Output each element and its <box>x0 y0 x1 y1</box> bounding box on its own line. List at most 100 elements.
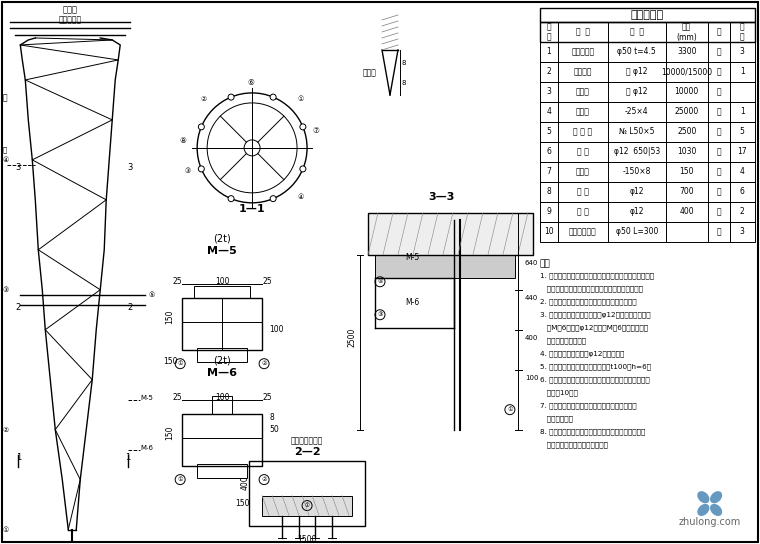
Text: φ50 L=300: φ50 L=300 <box>616 227 658 236</box>
Bar <box>540 102 755 122</box>
Text: 6: 6 <box>546 147 551 156</box>
Text: 套 筒: 套 筒 <box>577 187 589 196</box>
Circle shape <box>228 196 234 202</box>
Text: 8. 图中钢板各装面大约，台用覆对各折板结合土里，: 8. 图中钢板各装面大约，台用覆对各折板结合土里， <box>540 429 645 435</box>
Text: 4: 4 <box>739 168 745 176</box>
Text: 1: 1 <box>739 107 745 116</box>
Text: 注：: 注： <box>540 260 550 269</box>
Circle shape <box>270 94 276 100</box>
Bar <box>540 82 755 102</box>
Text: 100: 100 <box>269 325 283 333</box>
Text: 1500: 1500 <box>297 535 317 543</box>
Text: ④: ④ <box>377 279 383 285</box>
Text: 3. 钢柱上部与环绕覆管之间配φ12钢筋，钢柱下端与: 3. 钢柱上部与环绕覆管之间配φ12钢筋，钢柱下端与 <box>540 312 651 318</box>
Text: (2t): (2t) <box>214 234 231 244</box>
Text: 25: 25 <box>173 277 182 286</box>
Text: φ12  650|53: φ12 650|53 <box>613 147 660 156</box>
Text: 50: 50 <box>269 425 279 434</box>
Ellipse shape <box>697 491 709 503</box>
Bar <box>182 413 262 466</box>
Bar <box>249 461 365 526</box>
Text: M-5: M-5 <box>140 394 153 401</box>
Text: 钢板连联处。: 钢板连联处。 <box>540 416 573 422</box>
Text: 400: 400 <box>241 475 249 490</box>
Bar <box>540 42 755 62</box>
Text: M—6: M—6 <box>207 368 237 378</box>
Text: 10: 10 <box>544 227 554 236</box>
Text: 套: 套 <box>717 168 721 176</box>
Text: 套: 套 <box>717 107 721 116</box>
Text: 3—3: 3—3 <box>429 192 455 202</box>
Text: 10000: 10000 <box>675 88 699 96</box>
Text: 10000/15000: 10000/15000 <box>661 67 712 77</box>
Text: 单 φ12: 单 φ12 <box>626 67 648 77</box>
Text: ⑧: ⑧ <box>179 136 186 145</box>
Text: 2500: 2500 <box>347 327 356 347</box>
Text: 7: 7 <box>546 168 551 176</box>
Text: 3: 3 <box>739 227 745 236</box>
Bar <box>540 62 755 82</box>
Circle shape <box>198 166 204 172</box>
Text: ③: ③ <box>377 312 383 317</box>
Circle shape <box>270 196 276 202</box>
Text: 25: 25 <box>262 393 272 401</box>
Text: 箍钢筋: 箍钢筋 <box>576 88 590 96</box>
Text: 移大于10处。: 移大于10处。 <box>540 390 578 396</box>
Text: 8: 8 <box>546 187 551 196</box>
Circle shape <box>300 166 306 172</box>
Text: 1: 1 <box>546 47 551 57</box>
Text: 编
号: 编 号 <box>546 22 551 42</box>
Text: 1—1: 1—1 <box>239 204 265 214</box>
Text: 2—2: 2—2 <box>294 447 321 456</box>
Text: 150: 150 <box>235 498 249 508</box>
Text: ②: ② <box>261 361 267 366</box>
Text: (2t): (2t) <box>214 356 231 366</box>
Text: M-6: M-6 <box>405 298 419 307</box>
Text: ④: ④ <box>2 157 8 163</box>
Text: 150: 150 <box>166 309 175 324</box>
Text: ①: ① <box>177 477 183 482</box>
Text: 25: 25 <box>173 393 182 401</box>
Text: 不锈钢制头头: 不锈钢制头头 <box>569 227 597 236</box>
Text: 2500: 2500 <box>677 127 696 137</box>
Text: 9: 9 <box>546 207 551 217</box>
Text: 4. 钢平台与钢锚之间配φ12钢筋联接。: 4. 钢平台与钢锚之间配φ12钢筋联接。 <box>540 351 624 357</box>
Bar <box>540 142 755 162</box>
Text: 1. 避雷针下部的钢制构造基础尺寸以及深度、壁厚等数据: 1. 避雷针下部的钢制构造基础尺寸以及深度、壁厚等数据 <box>540 273 654 280</box>
Polygon shape <box>375 240 515 278</box>
Bar <box>540 182 755 202</box>
Text: 8: 8 <box>402 60 407 66</box>
Text: 1: 1 <box>739 67 745 77</box>
Text: 8: 8 <box>269 413 274 422</box>
Text: 长度
(mm): 长度 (mm) <box>676 22 697 42</box>
Text: 400: 400 <box>525 335 538 341</box>
Text: 数
量: 数 量 <box>740 22 745 42</box>
Text: 名  称: 名 称 <box>576 28 590 36</box>
Text: 避雷针: 避雷针 <box>63 5 78 14</box>
Text: 钢管箍箍: 钢管箍箍 <box>574 67 592 77</box>
Text: M-5: M-5 <box>405 253 419 262</box>
Text: ②: ② <box>261 477 267 482</box>
Text: zhulong.com: zhulong.com <box>679 517 741 527</box>
Text: 2: 2 <box>739 207 745 217</box>
Text: 规  格: 规 格 <box>630 28 644 36</box>
Text: φ50 t=4.5: φ50 t=4.5 <box>617 47 656 57</box>
Text: 25: 25 <box>262 277 272 286</box>
Text: 8: 8 <box>402 80 407 86</box>
Text: 个: 个 <box>717 227 721 236</box>
Text: M—5: M—5 <box>207 246 237 256</box>
Text: 气专业互联，取代实文折理处。: 气专业互联，取代实文折理处。 <box>540 442 608 448</box>
Text: 扁钢筋: 扁钢筋 <box>576 107 590 116</box>
Circle shape <box>198 124 204 130</box>
Bar <box>262 496 352 516</box>
Bar <box>194 286 250 298</box>
Text: 柱处安装脚螺钉处。: 柱处安装脚螺钉处。 <box>540 338 586 344</box>
Text: 100: 100 <box>215 277 230 286</box>
Text: 3: 3 <box>16 163 21 172</box>
Text: 套: 套 <box>717 67 721 77</box>
Text: 640: 640 <box>525 260 538 266</box>
Text: ④: ④ <box>298 194 304 200</box>
Text: 3: 3 <box>739 47 745 57</box>
Text: 不锈钢管管: 不锈钢管管 <box>572 47 594 57</box>
Circle shape <box>228 94 234 100</box>
